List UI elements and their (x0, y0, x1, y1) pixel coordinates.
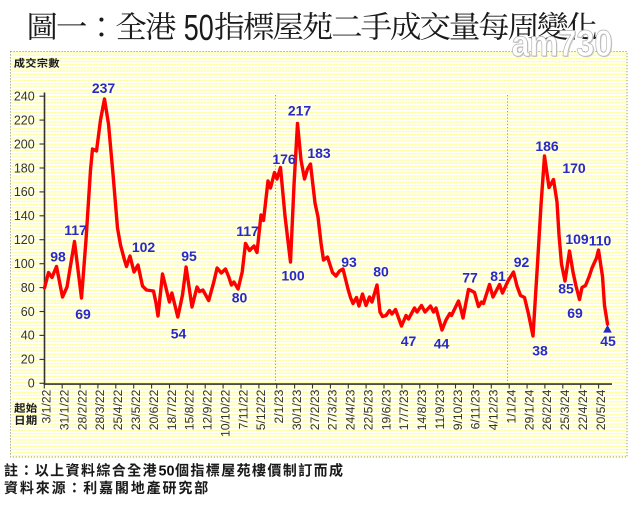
svg-text:14/8/23: 14/8/23 (415, 389, 429, 430)
svg-text:217: 217 (288, 103, 312, 119)
svg-text:80: 80 (232, 290, 248, 306)
svg-text:120: 120 (14, 233, 35, 247)
svg-text:20/6/22: 20/6/22 (147, 389, 161, 430)
svg-text:29/1/24: 29/1/24 (522, 389, 536, 430)
svg-text:6/11/23: 6/11/23 (469, 389, 483, 429)
svg-text:31/1/22: 31/1/22 (58, 389, 72, 430)
svg-text:117: 117 (236, 223, 259, 239)
svg-text:170: 170 (562, 160, 586, 176)
svg-text:am730: am730 (513, 24, 614, 65)
svg-text:38: 38 (532, 343, 548, 359)
svg-text:2/1/23: 2/1/23 (272, 389, 286, 423)
svg-text:240: 240 (14, 90, 35, 104)
svg-text:237: 237 (92, 80, 116, 96)
svg-text:50: 50 (184, 7, 214, 48)
svg-text:1/1/24: 1/1/24 (505, 389, 519, 423)
svg-text:140: 140 (14, 209, 35, 223)
svg-text:15/8/22: 15/8/22 (183, 389, 197, 430)
svg-text:183: 183 (307, 145, 331, 161)
svg-text:54: 54 (171, 326, 187, 342)
svg-text:176: 176 (272, 151, 296, 167)
svg-text:25/3/24: 25/3/24 (558, 389, 572, 430)
svg-text:109: 109 (565, 231, 589, 247)
svg-text:26/2/24: 26/2/24 (540, 389, 554, 430)
svg-text:10/10/22: 10/10/22 (218, 389, 232, 437)
svg-text:25/4/22: 25/4/22 (111, 389, 125, 430)
svg-text:40: 40 (21, 329, 35, 343)
svg-text:69: 69 (567, 305, 583, 321)
svg-text:7/11/22: 7/11/22 (236, 389, 250, 429)
svg-text:18/7/22: 18/7/22 (165, 389, 179, 430)
svg-text:92: 92 (514, 254, 530, 270)
svg-text:50: 50 (159, 463, 175, 480)
svg-text:9/10/23: 9/10/23 (451, 389, 465, 430)
svg-text:100: 100 (14, 257, 35, 271)
svg-text:95: 95 (181, 248, 197, 264)
svg-text:11/9/23: 11/9/23 (433, 389, 447, 429)
svg-text:0: 0 (28, 377, 35, 391)
svg-text:110: 110 (589, 233, 612, 249)
svg-text:186: 186 (535, 138, 559, 154)
svg-text:93: 93 (341, 254, 357, 270)
svg-text:22/5/23: 22/5/23 (361, 389, 375, 430)
svg-text:22/4/24: 22/4/24 (576, 389, 590, 430)
svg-text:5/12/22: 5/12/22 (254, 389, 268, 430)
svg-text:12/9/22: 12/9/22 (201, 389, 215, 430)
svg-text:27/2/23: 27/2/23 (308, 389, 322, 430)
svg-text:27/3/23: 27/3/23 (326, 389, 340, 430)
svg-text:85: 85 (558, 281, 574, 297)
svg-text:220: 220 (14, 113, 35, 127)
svg-text:28/3/22: 28/3/22 (93, 389, 107, 430)
svg-text:44: 44 (434, 336, 450, 352)
svg-text:77: 77 (462, 270, 478, 286)
svg-text:160: 160 (14, 185, 35, 199)
svg-text:117: 117 (64, 222, 87, 238)
svg-text:17/7/23: 17/7/23 (397, 389, 411, 430)
svg-text:am730: am730 (512, 23, 613, 64)
svg-text:98: 98 (50, 249, 66, 265)
svg-text:180: 180 (14, 161, 35, 175)
svg-text:47: 47 (401, 333, 417, 349)
svg-text:20/5/24: 20/5/24 (594, 389, 608, 430)
svg-text:102: 102 (132, 239, 156, 255)
svg-text:69: 69 (75, 306, 91, 322)
svg-text:60: 60 (21, 305, 35, 319)
svg-text:3/1/22: 3/1/22 (40, 389, 54, 423)
svg-text:23/5/22: 23/5/22 (129, 389, 143, 430)
svg-text:28/2/22: 28/2/22 (75, 389, 89, 430)
svg-text:80: 80 (21, 281, 35, 295)
svg-text:4/12/23: 4/12/23 (487, 389, 501, 430)
svg-text:19/6/23: 19/6/23 (379, 389, 393, 430)
svg-text:80: 80 (373, 264, 389, 280)
svg-text:20: 20 (21, 353, 35, 367)
svg-text:45: 45 (600, 333, 616, 349)
svg-text:30/1/23: 30/1/23 (290, 389, 304, 430)
svg-text:24/4/23: 24/4/23 (344, 389, 358, 430)
svg-text:100: 100 (281, 268, 305, 284)
svg-text:81: 81 (490, 268, 506, 284)
svg-text:200: 200 (14, 137, 35, 151)
